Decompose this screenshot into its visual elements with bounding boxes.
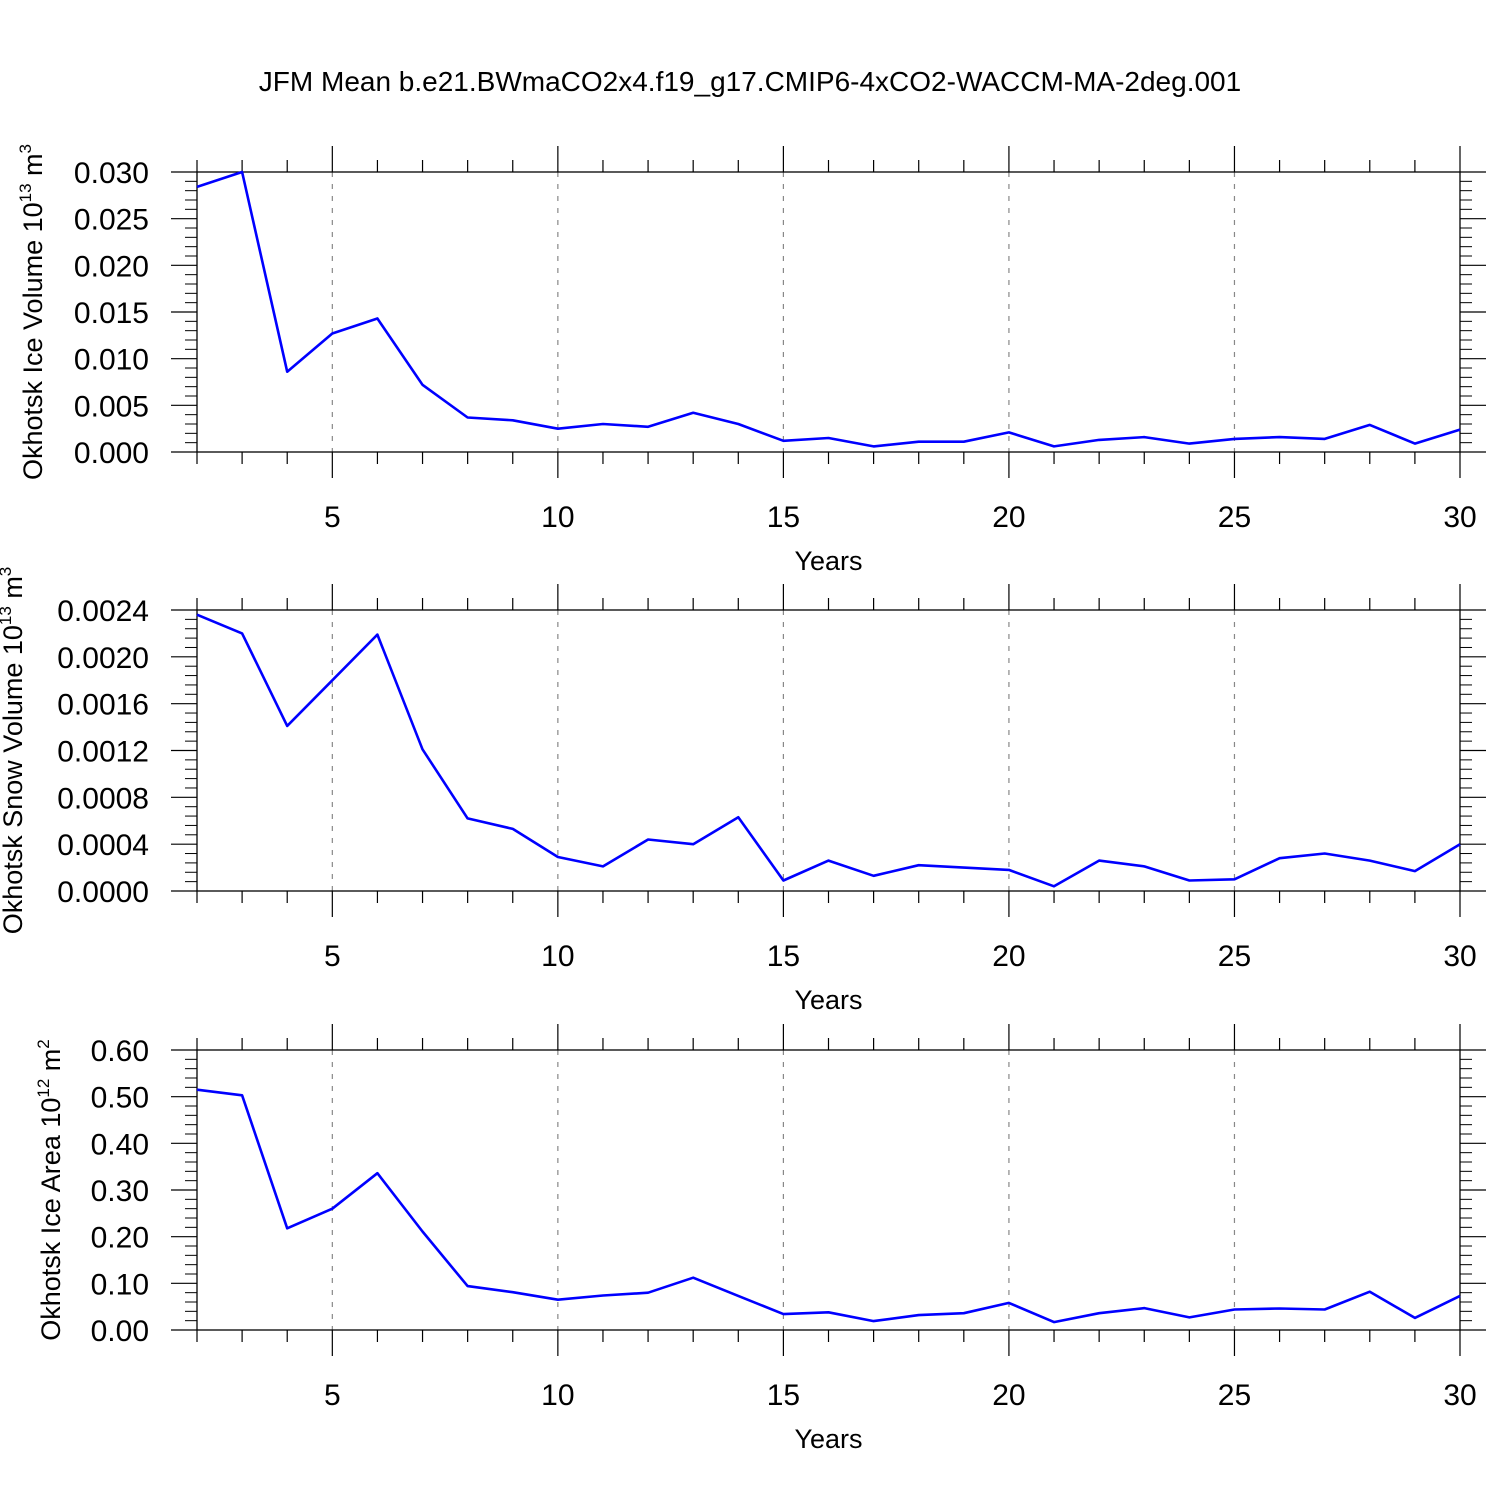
- y-tick-label: 0.025: [74, 204, 149, 237]
- y-tick-label: 0.50: [91, 1082, 149, 1115]
- x-axis-title: Years: [794, 546, 862, 576]
- y-tick-label: 0.20: [91, 1222, 149, 1255]
- x-tick-label: 20: [992, 1379, 1025, 1412]
- x-tick-label: 10: [541, 1379, 574, 1412]
- y-tick-label: 0.010: [74, 344, 149, 377]
- y-tick-label: 0.40: [91, 1128, 149, 1161]
- page-title: JFM Mean b.e21.BWmaCO2x4.f19_g17.CMIP6-4…: [258, 66, 1242, 97]
- y-tick-label: 0.000: [74, 437, 149, 470]
- x-tick-label: 15: [767, 1379, 800, 1412]
- y-tick-label: 0.015: [74, 297, 149, 330]
- x-tick-label: 25: [1218, 501, 1251, 534]
- x-tick-label: 15: [767, 501, 800, 534]
- y-tick-label: 0.0024: [57, 595, 149, 628]
- y-tick-label: 0.10: [91, 1268, 149, 1301]
- y-axis-title: Okhotsk Ice Area 1012 m2: [34, 1039, 66, 1341]
- y-tick-label: 0.0004: [57, 829, 149, 862]
- x-tick-label: 5: [324, 501, 341, 534]
- series-line: [196, 613, 1461, 888]
- plot-frame: [196, 609, 1461, 892]
- x-tick-label: 20: [992, 501, 1025, 534]
- x-tick-label: 30: [1443, 1379, 1476, 1412]
- series-line: [196, 170, 1461, 448]
- y-tick-label: 0.00: [91, 1315, 149, 1348]
- x-tick-label: 30: [1443, 501, 1476, 534]
- x-tick-label: 25: [1218, 940, 1251, 973]
- plot-frame: [196, 171, 1461, 453]
- x-tick-label: 10: [541, 940, 574, 973]
- chart-panel-2: 5 10 15 20 25 30 Years 0.0000 0.0004 0.0008 0.0012…: [0, 567, 1486, 1015]
- y-tick-label: 0.0016: [57, 689, 149, 722]
- y-tick-label: 0.005: [74, 390, 149, 423]
- y-axis-title: Okhotsk Snow Volume 1013 m3: [0, 567, 28, 935]
- y-tick-label: 0.030: [74, 157, 149, 190]
- y-tick-label: 0.0008: [57, 782, 149, 815]
- x-tick-label: 30: [1443, 940, 1476, 973]
- y-tick-label: 0.0012: [57, 736, 149, 769]
- x-tick-label: 5: [324, 1379, 341, 1412]
- x-tick-label: 20: [992, 940, 1025, 973]
- y-tick-label: 0.60: [91, 1035, 149, 1068]
- y-tick-label: 0.30: [91, 1175, 149, 1208]
- y-tick-label: 0.0020: [57, 642, 149, 675]
- x-tick-label: 10: [541, 501, 574, 534]
- series-line: [196, 1088, 1461, 1324]
- plot-frame: [196, 1049, 1461, 1331]
- y-tick-label: 0.020: [74, 250, 149, 283]
- y-tick-label: 0.0000: [57, 876, 149, 909]
- y-axis-title: Okhotsk Ice Volume 1013 m3: [16, 144, 48, 480]
- chart-panel-3: 5 10 15 20 25 30 Years 0.00 0.10 0.20 0.30 0.40 0.50…: [34, 1024, 1486, 1454]
- x-tick-label: 15: [767, 940, 800, 973]
- chart-panel-1: 5 10 15 20 25 30 Years 0.000 0.005 0.010 0.015 0.02…: [16, 144, 1486, 576]
- x-tick-label: 25: [1218, 1379, 1251, 1412]
- x-tick-label: 5: [324, 940, 341, 973]
- x-axis-title: Years: [794, 1424, 862, 1454]
- x-axis-title: Years: [794, 985, 862, 1015]
